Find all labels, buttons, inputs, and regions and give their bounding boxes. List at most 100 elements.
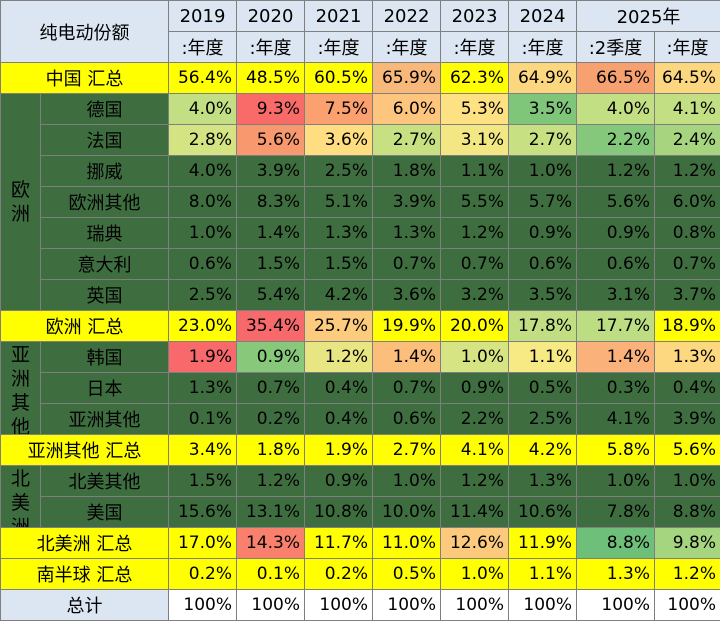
value-cell: 0.2% bbox=[168, 558, 237, 590]
country-label: 法国 bbox=[40, 124, 169, 156]
table-row: 北美洲 汇总 17.0% 14.3% 11.7% 11.0% 12.6% 11.9% 8.8%… bbox=[0, 527, 720, 559]
value-cell: 9.8% bbox=[654, 527, 720, 559]
header-row-periods: :年度 :年度 :年度 :年度 :年度 :年度 :2季度 :年度 bbox=[1, 31, 720, 63]
value-cell: 1.0% bbox=[576, 465, 655, 497]
value-cell: 3.5% bbox=[508, 93, 577, 125]
value-cell: 18.9% bbox=[654, 310, 720, 342]
value-cell: 1.5% bbox=[236, 248, 305, 280]
value-cell: 0.7% bbox=[440, 248, 509, 280]
value-cell: 1.0% bbox=[440, 341, 509, 373]
value-cell: 0.8% bbox=[654, 217, 720, 249]
table-row: 总计 100% 100% 100% 100% 100% 100% 100% 100% bbox=[0, 589, 720, 621]
value-cell: 2.8% bbox=[168, 124, 237, 156]
value-cell: 4.1% bbox=[654, 93, 720, 125]
value-cell: 64.9% bbox=[508, 62, 577, 94]
value-cell: 3.9% bbox=[372, 186, 441, 218]
subtotal-label: 中国 汇总 bbox=[0, 62, 169, 94]
table-row: 欧洲 德国 4.0% 9.3% 7.5% 6.0% 5.3% 3.5% 4.0% 4.1% bbox=[0, 93, 720, 311]
value-cell: 1.0% bbox=[508, 155, 577, 187]
period-header: :年度 bbox=[654, 31, 720, 63]
value-cell: 1.3% bbox=[372, 217, 441, 249]
value-cell: 15.6% bbox=[168, 496, 237, 528]
year-header: 2023 bbox=[440, 0, 509, 32]
value-cell: 0.9% bbox=[440, 372, 509, 404]
value-cell: 0.9% bbox=[508, 217, 577, 249]
value-cell: 0.7% bbox=[654, 248, 720, 280]
year-header: 2019 bbox=[168, 0, 237, 32]
country-label: 英国 bbox=[40, 279, 169, 311]
value-cell: 1.3% bbox=[168, 372, 237, 404]
value-cell: 1.4% bbox=[576, 341, 655, 373]
subtotal-label: 南半球 汇总 bbox=[0, 558, 169, 590]
value-cell: 1.8% bbox=[372, 155, 441, 187]
value-cell: 0.2% bbox=[304, 558, 373, 590]
period-header: :2季度 bbox=[576, 31, 655, 63]
table-row: 意大利 0.6% 1.5% 1.5% 0.7% 0.7% 0.6% 0.6% 0.7% bbox=[1, 248, 720, 280]
value-cell: 0.7% bbox=[372, 372, 441, 404]
value-cell: 9.3% bbox=[236, 93, 305, 125]
value-cell: 65.9% bbox=[372, 62, 441, 94]
value-cell: 7.8% bbox=[576, 496, 655, 528]
value-cell: 0.1% bbox=[236, 558, 305, 590]
value-cell: 1.4% bbox=[236, 217, 305, 249]
value-cell: 4.1% bbox=[440, 434, 509, 466]
value-cell: 4.1% bbox=[576, 403, 655, 435]
value-cell: 62.3% bbox=[440, 62, 509, 94]
table-row: 瑞典 1.0% 1.4% 1.3% 1.3% 1.2% 0.9% 0.9% 0.8% bbox=[1, 217, 720, 249]
value-cell: 3.9% bbox=[236, 155, 305, 187]
value-cell: 1.3% bbox=[508, 465, 577, 497]
subtotal-label: 北美洲 汇总 bbox=[0, 527, 169, 559]
table-row: 北美洲 北美其他 1.5% 1.2% 0.9% 1.0% 1.2% 1.3% 1.0% 1.0% bbox=[0, 465, 720, 528]
value-cell: 1.4% bbox=[372, 341, 441, 373]
total-label: 总计 bbox=[0, 589, 169, 621]
value-cell: 5.6% bbox=[654, 434, 720, 466]
value-cell: 1.9% bbox=[168, 341, 237, 373]
value-cell: 3.6% bbox=[304, 124, 373, 156]
value-cell: 5.6% bbox=[576, 186, 655, 218]
country-label: 日本 bbox=[40, 372, 169, 404]
value-cell: 23.0% bbox=[168, 310, 237, 342]
value-cell: 0.6% bbox=[576, 248, 655, 280]
value-cell: 1.2% bbox=[654, 558, 720, 590]
value-cell: 60.5% bbox=[304, 62, 373, 94]
value-cell: 12.6% bbox=[440, 527, 509, 559]
value-cell: 2.7% bbox=[508, 124, 577, 156]
region-label: 亚洲其他 bbox=[0, 341, 41, 435]
value-cell: 2.7% bbox=[372, 434, 441, 466]
value-cell: 10.8% bbox=[304, 496, 373, 528]
value-cell: 2.2% bbox=[576, 124, 655, 156]
country-label: 亚洲其他 bbox=[40, 403, 169, 435]
value-cell: 0.9% bbox=[576, 217, 655, 249]
value-cell: 3.5% bbox=[508, 279, 577, 311]
value-cell: 3.4% bbox=[168, 434, 237, 466]
value-cell: 56.4% bbox=[168, 62, 237, 94]
value-cell: 8.0% bbox=[168, 186, 237, 218]
value-cell: 5.3% bbox=[440, 93, 509, 125]
value-cell: 1.2% bbox=[236, 465, 305, 497]
value-cell: 1.2% bbox=[576, 155, 655, 187]
country-label: 挪威 bbox=[40, 155, 169, 187]
value-cell: 66.5% bbox=[576, 62, 655, 94]
value-cell: 4.0% bbox=[168, 93, 237, 125]
table-row: 欧洲其他 8.0% 8.3% 5.1% 3.9% 5.5% 5.7% 5.6% 6.0% bbox=[1, 186, 720, 218]
value-cell: 5.5% bbox=[440, 186, 509, 218]
value-cell: 100% bbox=[168, 589, 237, 621]
country-label: 欧洲其他 bbox=[40, 186, 169, 218]
period-header: :年度 bbox=[508, 31, 577, 63]
value-cell: 0.6% bbox=[372, 403, 441, 435]
country-label: 韩国 bbox=[40, 341, 169, 373]
value-cell: 0.5% bbox=[372, 558, 441, 590]
value-cell: 25.7% bbox=[304, 310, 373, 342]
value-cell: 0.2% bbox=[236, 403, 305, 435]
country-label: 美国 bbox=[40, 496, 169, 528]
period-header: :年度 bbox=[440, 31, 509, 63]
value-cell: 5.1% bbox=[304, 186, 373, 218]
table-title: 纯电动份额 bbox=[0, 0, 169, 63]
country-label: 瑞典 bbox=[40, 217, 169, 249]
value-cell: 1.5% bbox=[304, 248, 373, 280]
value-cell: 0.9% bbox=[236, 341, 305, 373]
table-row: 英国 2.5% 5.4% 4.2% 3.6% 3.2% 3.5% 3.1% 3.7% bbox=[1, 279, 720, 311]
value-cell: 2.2% bbox=[440, 403, 509, 435]
value-cell: 1.3% bbox=[576, 558, 655, 590]
subtotal-label: 欧洲 汇总 bbox=[0, 310, 169, 342]
